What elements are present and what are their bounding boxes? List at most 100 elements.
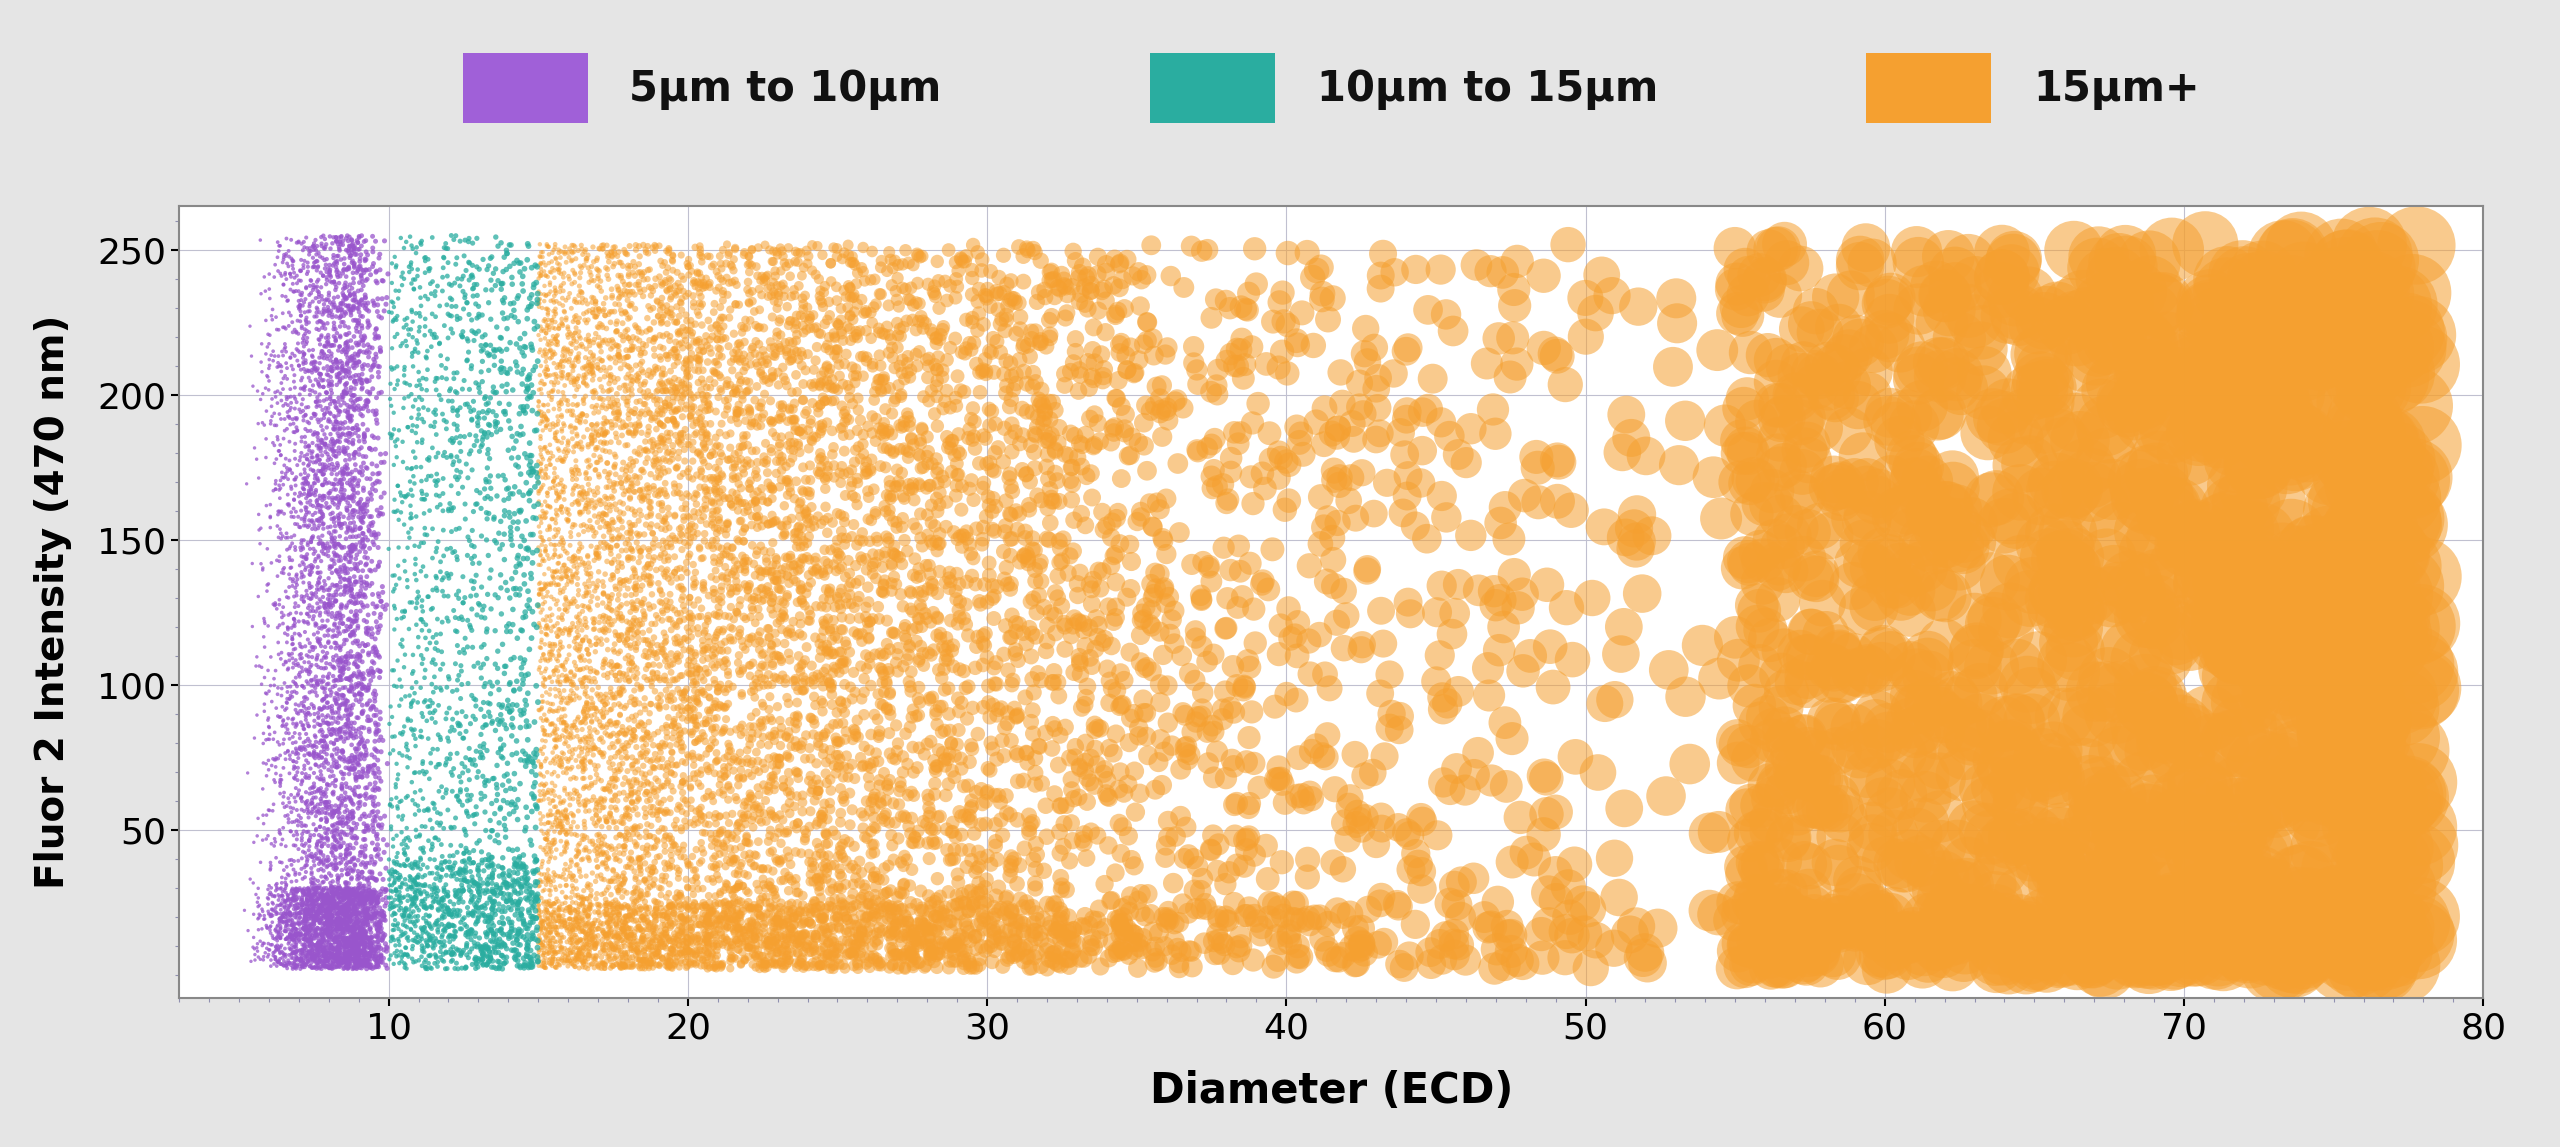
Point	[1108, 446, 1149, 465]
Point	[325, 701, 366, 719]
Point	[819, 506, 860, 524]
Point	[673, 517, 714, 536]
Point	[371, 375, 412, 393]
Point	[1789, 623, 1830, 641]
Point	[732, 922, 773, 941]
Point	[596, 314, 637, 333]
Point	[827, 588, 868, 607]
Point	[540, 474, 581, 492]
Point	[609, 514, 650, 532]
Point	[353, 781, 394, 799]
Point	[909, 564, 950, 583]
Point	[809, 945, 850, 963]
Point	[812, 645, 852, 663]
Point	[338, 685, 379, 703]
Point	[622, 911, 663, 929]
Point	[2043, 708, 2084, 726]
Point	[353, 329, 394, 348]
Point	[376, 914, 417, 933]
Point	[310, 866, 351, 884]
Point	[791, 561, 832, 579]
Point	[1224, 906, 1265, 924]
Point	[276, 908, 317, 927]
Point	[1114, 857, 1155, 875]
Point	[584, 415, 625, 434]
Point	[911, 894, 952, 912]
Point	[604, 922, 645, 941]
Point	[540, 420, 581, 438]
Point	[333, 679, 374, 697]
Point	[973, 522, 1014, 540]
Point	[1946, 907, 1987, 926]
Point	[1956, 274, 1997, 292]
Point	[676, 716, 717, 734]
Point	[791, 574, 832, 592]
Point	[550, 572, 591, 591]
Point	[448, 611, 489, 630]
Point	[561, 945, 602, 963]
Point	[315, 890, 356, 908]
Point	[722, 899, 763, 918]
Point	[389, 867, 430, 885]
Point	[532, 920, 573, 938]
Point	[317, 871, 358, 889]
Point	[356, 414, 397, 432]
Point	[335, 288, 376, 306]
Point	[589, 910, 630, 928]
Point	[1016, 664, 1057, 682]
Point	[361, 809, 402, 827]
Point	[466, 649, 507, 668]
Point	[489, 910, 530, 928]
Point	[1239, 926, 1280, 944]
Point	[758, 478, 799, 497]
Point	[1057, 935, 1098, 953]
Point	[315, 586, 356, 604]
Point	[2363, 435, 2404, 453]
Point	[330, 697, 371, 716]
Point	[302, 895, 343, 913]
Point	[1784, 549, 1825, 568]
Point	[622, 907, 663, 926]
Point	[463, 777, 504, 795]
Point	[351, 361, 392, 380]
Point	[640, 802, 681, 820]
Point	[586, 836, 627, 855]
Point	[412, 709, 453, 727]
Point	[402, 232, 443, 250]
Point	[287, 485, 328, 504]
Point	[1664, 687, 1705, 705]
Point	[727, 273, 768, 291]
Point	[2130, 278, 2171, 296]
Point	[236, 938, 276, 957]
Point	[527, 783, 568, 802]
Point	[2314, 726, 2355, 744]
Point	[499, 875, 540, 894]
Point	[916, 502, 957, 521]
Point	[643, 602, 684, 621]
Point	[724, 502, 765, 521]
Point	[771, 411, 812, 429]
Point	[870, 330, 911, 349]
Point	[607, 348, 648, 366]
Point	[315, 777, 356, 795]
Point	[671, 928, 712, 946]
Point	[305, 337, 346, 356]
Point	[343, 945, 384, 963]
Point	[755, 881, 796, 899]
Point	[397, 858, 438, 876]
Point	[282, 306, 323, 325]
Point	[343, 934, 384, 952]
Point	[343, 447, 384, 466]
Point	[361, 592, 402, 610]
Point	[850, 677, 891, 695]
Point	[696, 751, 737, 770]
Point	[1229, 798, 1270, 817]
Point	[527, 790, 568, 809]
Point	[248, 885, 289, 904]
Point	[788, 943, 829, 961]
Point	[1098, 335, 1139, 353]
Point	[750, 930, 791, 949]
Point	[340, 943, 381, 961]
Point	[300, 799, 340, 818]
Point	[335, 897, 376, 915]
